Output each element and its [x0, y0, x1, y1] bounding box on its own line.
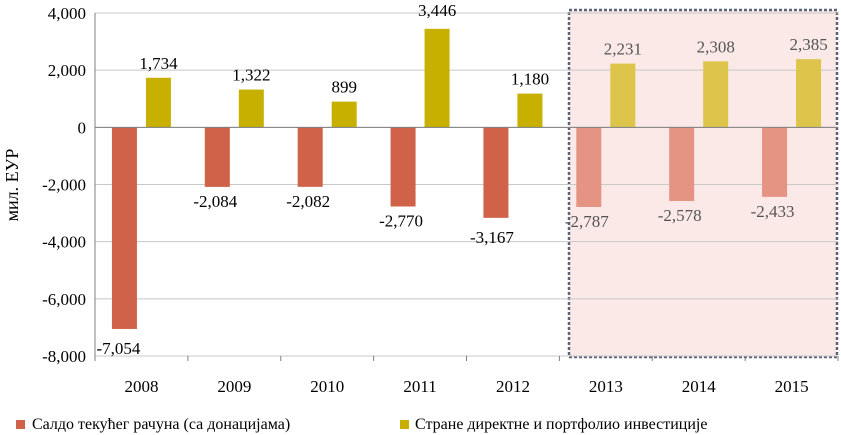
data-label-investments: 2,308: [697, 37, 735, 56]
y-tick-label: -6,000: [42, 290, 86, 309]
bar-investments: [145, 77, 171, 128]
x-tick-label: 2014: [682, 377, 717, 396]
data-label-current-account: -3,167: [470, 228, 514, 247]
bar-investments: [517, 93, 543, 128]
bars: [111, 28, 822, 329]
bar-current-account: [297, 127, 323, 187]
x-tick-label: 2013: [589, 377, 623, 396]
bar-current-account: [483, 127, 509, 218]
data-label-current-account: -2,787: [565, 212, 609, 231]
data-label-current-account: -2,770: [379, 212, 423, 231]
y-tick-label: 4,000: [48, 4, 86, 23]
y-tick-label: 0: [78, 118, 87, 137]
bar-investments: [610, 63, 636, 128]
bar-current-account: [390, 127, 416, 207]
bar-investments: [796, 59, 822, 128]
y-tick-label: -8,000: [42, 347, 86, 366]
x-tick-label: 2015: [775, 377, 809, 396]
data-label-investments: 899: [331, 78, 357, 97]
bar-current-account: [762, 127, 788, 197]
legend-swatch-current-account: [16, 420, 25, 429]
y-tick-label: -2,000: [42, 176, 86, 195]
axes: 4,000 2,000 0 -2,000 -4,000 -6,000 -8,000 2008 2…: [42, 4, 839, 396]
data-label-investments: 1,322: [232, 66, 270, 85]
data-label-current-account: -7,054: [96, 339, 140, 358]
x-tick-label: 2010: [310, 377, 344, 396]
legend-swatch-investments: [400, 420, 409, 429]
y-tick-label: 2,000: [48, 61, 86, 80]
y-axis-title: мил. ЕУР: [2, 149, 22, 222]
bar-investments: [703, 61, 729, 128]
legend-label-investments: Стране директне и портфолио инвестиције: [415, 416, 707, 433]
data-labels: -7,054 -2,084 -2,082 -2,770 -3,167 -2,787 -2,5…: [96, 1, 827, 358]
legend-label-current-account: Салдо текућег рачуна (са донацијама): [32, 416, 290, 433]
x-tick-label: 2011: [403, 377, 436, 396]
bar-investments: [424, 28, 450, 128]
bar-investments: [238, 89, 264, 128]
data-label-investments: 2,231: [604, 40, 642, 59]
x-tick-label: 2008: [124, 377, 158, 396]
bar-current-account: [204, 127, 230, 187]
x-tick-label: 2009: [217, 377, 251, 396]
data-label-investments: 1,734: [139, 54, 178, 73]
data-label-current-account: -2,578: [658, 206, 702, 225]
data-label-current-account: -2,082: [286, 192, 330, 211]
data-label-investments: 3,446: [418, 1, 456, 20]
legend: Салдо текућег рачуна (са донацијама) Стр…: [16, 416, 707, 433]
data-label-current-account: -2,084: [193, 192, 237, 211]
y-tick-label: -4,000: [42, 233, 86, 252]
bar-current-account: [576, 127, 602, 207]
x-tick-label: 2012: [496, 377, 530, 396]
data-label-investments: 2,385: [789, 35, 827, 54]
bar-current-account: [669, 127, 695, 202]
bar-current-account: [111, 127, 137, 329]
data-label-current-account: -2,433: [751, 202, 795, 221]
bar-investments: [331, 101, 357, 128]
data-label-investments: 1,180: [511, 70, 549, 89]
